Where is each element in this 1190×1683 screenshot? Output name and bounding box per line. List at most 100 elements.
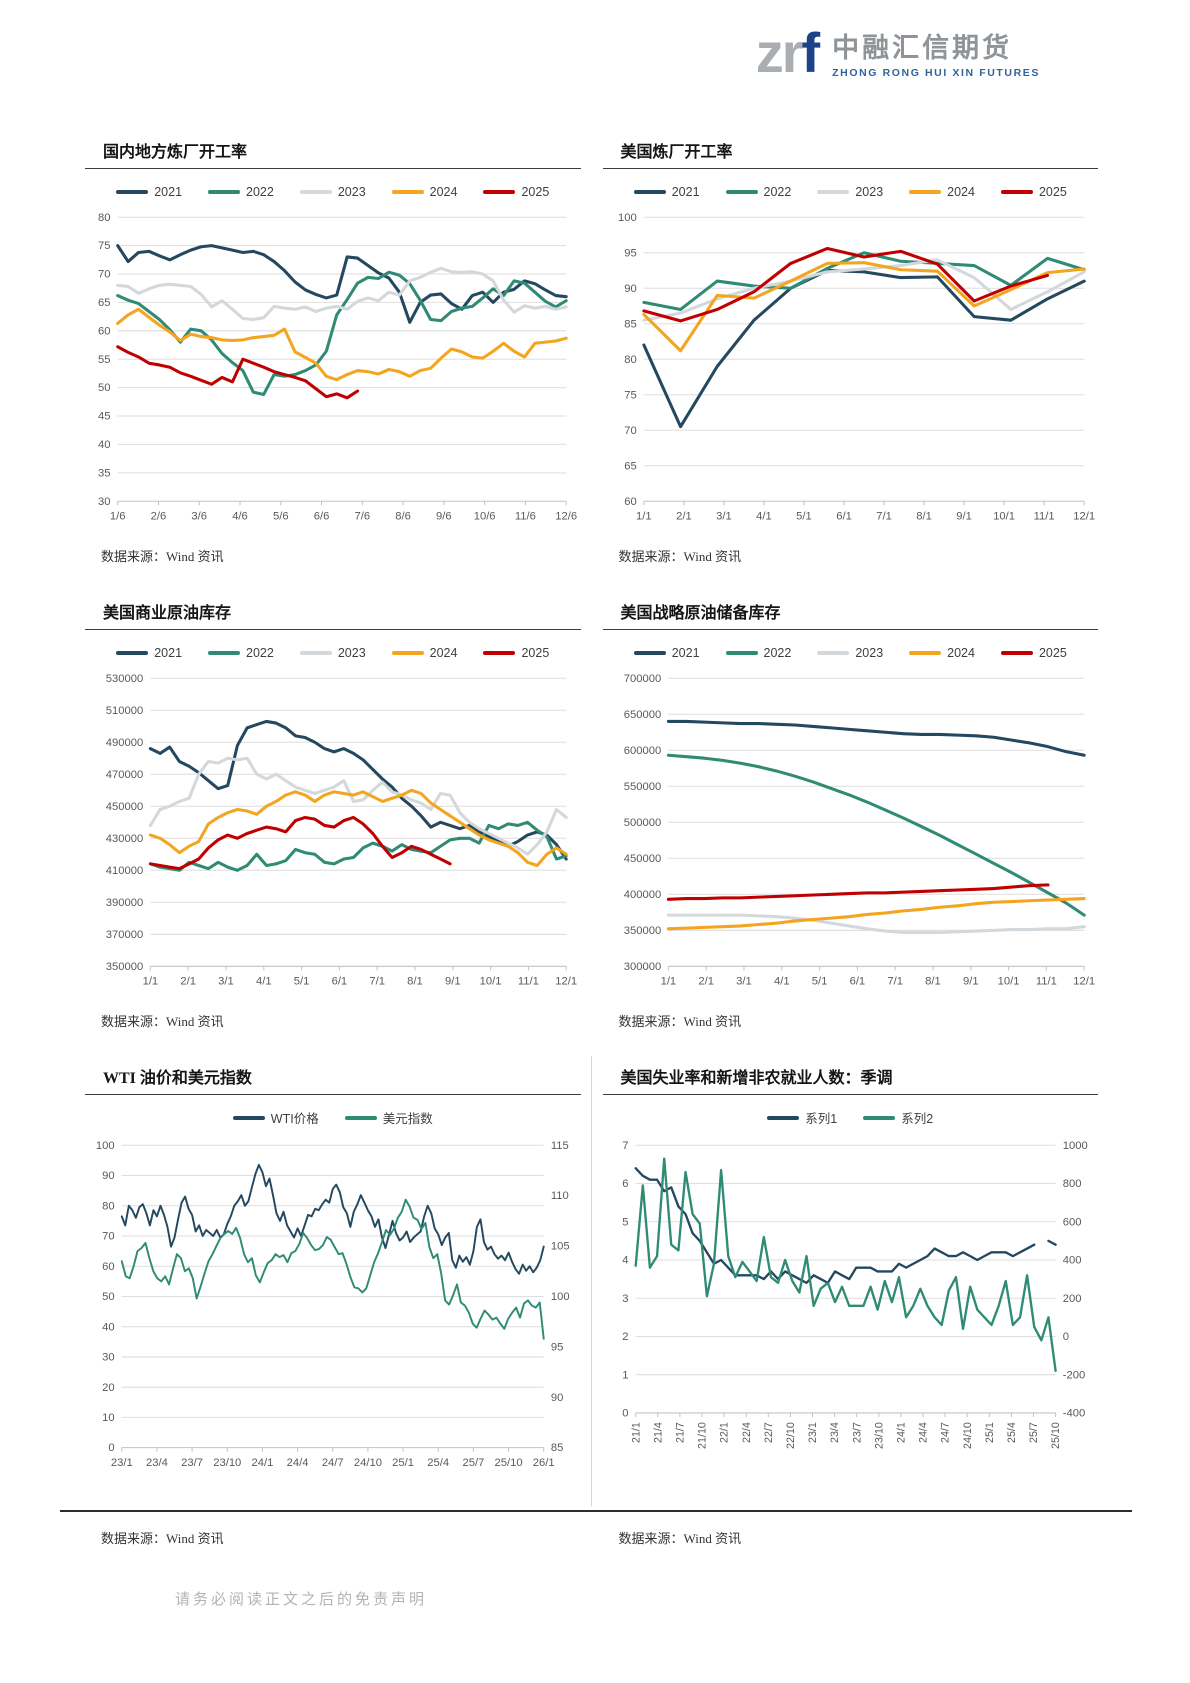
legend-item-WTI价格: WTI价格 (232, 1108, 319, 1127)
svg-text:200: 200 (1062, 1293, 1081, 1305)
svg-text:22/10: 22/10 (784, 1422, 796, 1449)
svg-text:90: 90 (102, 1170, 114, 1182)
legend-swatch (1000, 190, 1033, 194)
legend-item-2024: 2024 (909, 185, 975, 199)
legend-label: 2024 (947, 185, 975, 199)
chart-legend: 2021 2022 2023 2024 2025 (85, 181, 581, 203)
legend-swatch (208, 650, 241, 655)
svg-text:65: 65 (98, 297, 110, 309)
svg-text:430000: 430000 (106, 833, 143, 845)
series-line-2023 (666, 913, 1086, 934)
svg-text:450000: 450000 (623, 853, 660, 865)
svg-text:0: 0 (108, 1442, 114, 1454)
svg-text:10/1: 10/1 (997, 976, 1019, 988)
company-name-cn: 中融汇信期货 (832, 33, 1013, 63)
legend-item-2025: 2025 (483, 185, 549, 199)
svg-text:11/1: 11/1 (1035, 976, 1056, 988)
svg-text:4: 4 (622, 1254, 628, 1266)
svg-text:7/1: 7/1 (887, 976, 903, 988)
data-source: 数据来源：Wind 资讯 (618, 1013, 742, 1029)
svg-text:80: 80 (102, 1200, 114, 1212)
svg-text:11/1: 11/1 (1033, 511, 1054, 523)
legend-label: 2023 (855, 185, 884, 199)
chart-panel-domestic-refinery: 国内地方炼厂开工率 2021 2022 2023 2024 2025 30 35 40 45 5… (85, 130, 581, 591)
svg-text:510000: 510000 (106, 705, 143, 717)
svg-text:6/1: 6/1 (836, 511, 852, 523)
svg-text:3/1: 3/1 (218, 976, 234, 988)
legend-item-2022: 2022 (208, 646, 274, 660)
chart-panel-us-spr: 美国战略原油储备库存 2021 2022 2023 2024 2025 300000 35… (602, 591, 1098, 1056)
series-line-2025 (116, 345, 360, 400)
svg-text:5/6: 5/6 (273, 511, 289, 523)
svg-text:25/10: 25/10 (495, 1457, 523, 1469)
svg-text:390000: 390000 (106, 897, 143, 909)
svg-text:7/1: 7/1 (876, 511, 892, 523)
legend-item-2023: 2023 (817, 646, 883, 660)
legend-item-2024: 2024 (909, 646, 975, 660)
svg-text:23/4: 23/4 (146, 1457, 168, 1469)
data-source: 数据来源：Wind 资讯 (618, 1531, 742, 1547)
series-line-2023 (116, 266, 568, 322)
legend-label: 2024 (429, 185, 458, 199)
svg-text:26/1: 26/1 (533, 1457, 555, 1469)
line-chart-canvas: 350000 370000 390000 410000 430000 450000 4700… (106, 673, 577, 988)
svg-text:3/1: 3/1 (716, 511, 732, 523)
legend-swatch (1000, 650, 1033, 655)
line-chart-canvas: 0 1 2 3 4 5 6 7 -400 -200 0 200 400 600 800 1000 21/1 21/… (622, 1140, 1087, 1449)
svg-text:24/1: 24/1 (895, 1422, 907, 1443)
svg-text:2/1: 2/1 (180, 976, 196, 988)
svg-text:12/1: 12/1 (1073, 976, 1095, 988)
svg-text:5/1: 5/1 (796, 511, 812, 523)
series-line-2025 (148, 815, 452, 871)
line-chart-canvas: 60 65 70 75 80 85 90 95 100 1/1 2/1 3/1 4/1 5/1 6/1 7/1… (618, 212, 1095, 523)
series-line-2023 (641, 258, 1086, 322)
svg-text:400000: 400000 (623, 889, 660, 901)
svg-text:40: 40 (102, 1321, 114, 1333)
legend-swatch (633, 190, 666, 194)
svg-text:450000: 450000 (106, 801, 143, 813)
series-line-2023 (148, 756, 568, 856)
legend-swatch (483, 650, 516, 655)
svg-text:70: 70 (102, 1230, 114, 1242)
svg-text:800: 800 (1062, 1178, 1081, 1190)
legend-label: 2021 (154, 185, 183, 199)
svg-text:8/1: 8/1 (925, 976, 941, 988)
data-source: 数据来源：Wind 资讯 (618, 548, 742, 564)
svg-text:23/1: 23/1 (807, 1422, 819, 1443)
svg-text:8/1: 8/1 (916, 511, 932, 523)
page-header: zrf 中融汇信期货 ZHONG RONG HUI XIN FUTURES (0, 0, 1190, 104)
svg-text:55: 55 (98, 354, 110, 366)
chart-title: 国内地方炼厂开工率 (103, 144, 248, 161)
series-line-2025 (666, 883, 1050, 901)
legend-item-系列1: 系列1 (767, 1108, 837, 1127)
series-line-2022 (666, 753, 1086, 917)
svg-text:115: 115 (551, 1140, 569, 1152)
svg-text:490000: 490000 (106, 737, 143, 749)
svg-text:3/1: 3/1 (736, 976, 752, 988)
svg-text:100: 100 (96, 1140, 115, 1152)
svg-text:25/4: 25/4 (1005, 1422, 1017, 1443)
title-rule (85, 628, 581, 630)
title-rule (602, 168, 1098, 169)
legend-label: 2022 (763, 645, 792, 660)
legend-swatch (909, 650, 942, 655)
svg-text:410000: 410000 (106, 865, 143, 877)
legend-item-2025: 2025 (1000, 185, 1067, 199)
svg-text:1: 1 (622, 1369, 628, 1381)
legend-item-2023: 2023 (817, 185, 883, 199)
svg-text:22/7: 22/7 (762, 1422, 774, 1443)
legend-item-2021: 2021 (116, 185, 182, 199)
svg-text:65: 65 (624, 460, 636, 472)
svg-text:95: 95 (624, 247, 636, 259)
svg-text:10: 10 (102, 1412, 114, 1424)
svg-text:21/4: 21/4 (652, 1422, 664, 1443)
series-line-2021 (641, 268, 1086, 429)
chart-title: 美国失业率和新增非农就业人数：季调 (620, 1069, 893, 1087)
chart-legend: 2021 2022 2023 2024 2025 (85, 642, 581, 664)
title-rule (602, 1093, 1098, 1095)
legend-item-2021: 2021 (633, 185, 700, 199)
svg-text:24/4: 24/4 (917, 1422, 929, 1443)
svg-text:11/1: 11/1 (518, 976, 539, 988)
chart-panel-wti-dxy: WTI 油价和美元指数 WTI价格 美元指数 0 10 20 30 40 50 60 70 80 9… (85, 1055, 592, 1507)
svg-text:100: 100 (618, 212, 637, 224)
